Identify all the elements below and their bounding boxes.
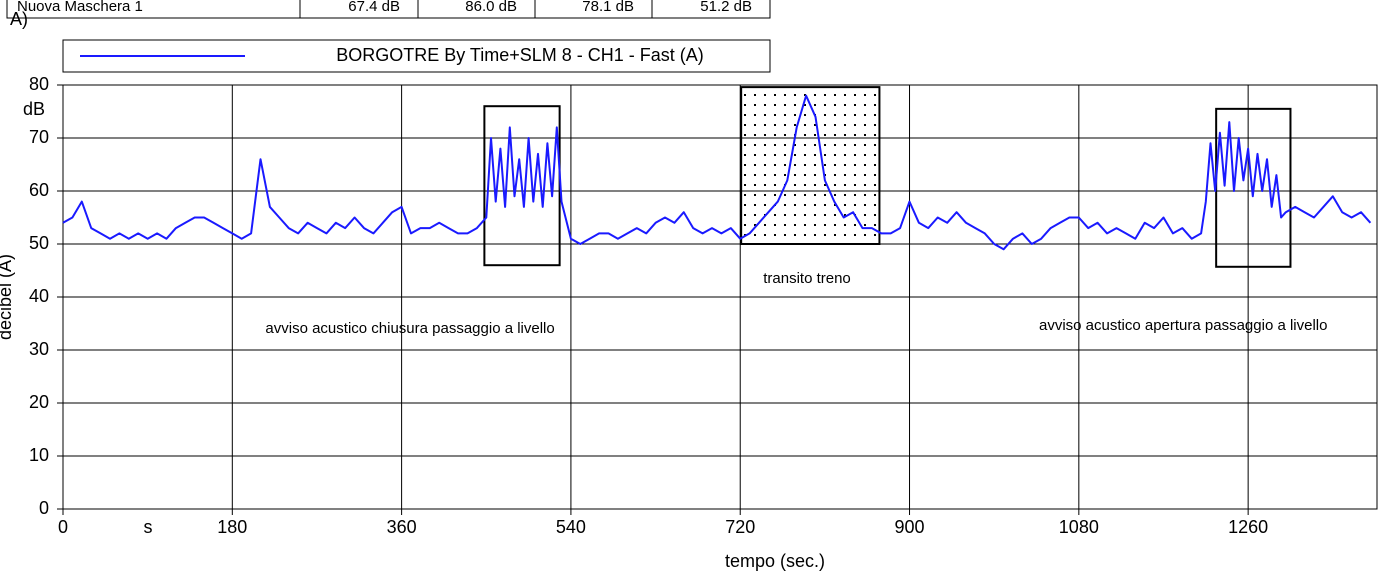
annotation: avviso acustico chiusura passaggio a liv… [265,320,554,337]
annotation: transito treno [763,270,851,287]
table-cell: 86.0 dB [465,0,517,15]
annotation: avviso acustico apertura passaggio a liv… [1039,317,1328,334]
y-tick-label: 10 [29,445,49,465]
x-unit: s [144,517,153,537]
y-tick-label: 20 [29,392,49,412]
x-tick-label: 720 [725,517,755,537]
table-cell: Nuova Maschera 1 [17,0,143,15]
table-cell: 78.1 dB [582,0,634,15]
x-tick-label: 360 [387,517,417,537]
table-frame [6,0,771,19]
table-cell: 51.2 dB [700,0,752,15]
x-tick-label: 1260 [1228,517,1268,537]
x-tick-label: 540 [556,517,586,537]
y-tick-label: 60 [29,180,49,200]
plot-frame [62,84,1378,510]
table-cell: 67.4 dB [348,0,400,15]
x-tick-label: 180 [217,517,247,537]
legend-label: BORGOTRE By Time+SLM 8 - CH1 - Fast (A) [336,45,704,65]
y-axis-label: decibel (A) [0,254,15,340]
y-tick-label: 50 [29,233,49,253]
y-tick-label: 30 [29,339,49,359]
x-tick-label: 1080 [1059,517,1099,537]
summary-table: Nuova Maschera 1 67.4 dB 86.0 dB 78.1 dB… [6,0,771,19]
x-tick-label: 900 [895,517,925,537]
y-tick-label: 80 [29,74,49,94]
y-unit: dB [23,99,45,119]
x-axis-label: tempo (sec.) [725,551,825,571]
panel-label: A) [10,9,28,29]
y-tick-label: 40 [29,286,49,306]
x-tick-label: 0 [58,517,68,537]
y-tick-label: 70 [29,127,49,147]
series-line [62,94,1372,251]
y-tick-label: 0 [39,498,49,518]
